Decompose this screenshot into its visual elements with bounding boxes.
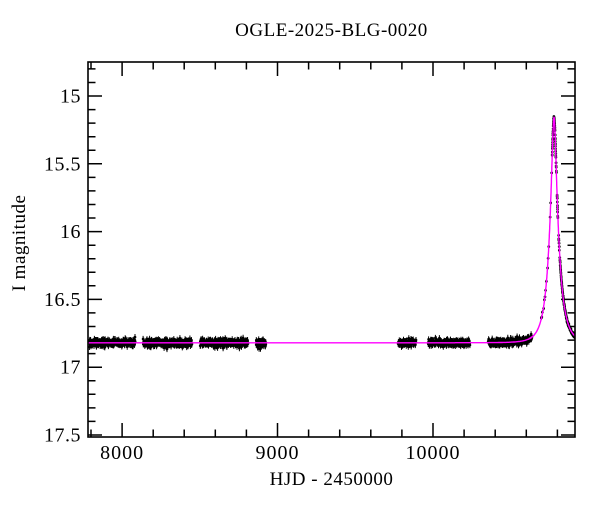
axis-ticks (88, 62, 575, 437)
y-tick-label: 15.5 (44, 153, 81, 175)
plot-frame (87, 61, 576, 438)
model-curve (88, 116, 575, 344)
y-tick-label: 17.5 (44, 425, 81, 447)
y-tick-label: 16.5 (44, 289, 81, 311)
x-axis-label: HJD - 2450000 (269, 469, 394, 490)
y-tick-label: 16 (60, 221, 81, 243)
error-bars (88, 115, 575, 353)
x-tick-label: 8000 (100, 442, 144, 464)
x-tick-label: 9000 (256, 442, 300, 464)
chart-title: OGLE-2025-BLG-0020 (235, 20, 428, 41)
data-points (88, 115, 575, 351)
y-tick-label: 15 (60, 86, 81, 108)
y-tick-label: 17 (60, 357, 81, 379)
x-tick-label: 10000 (406, 442, 461, 464)
